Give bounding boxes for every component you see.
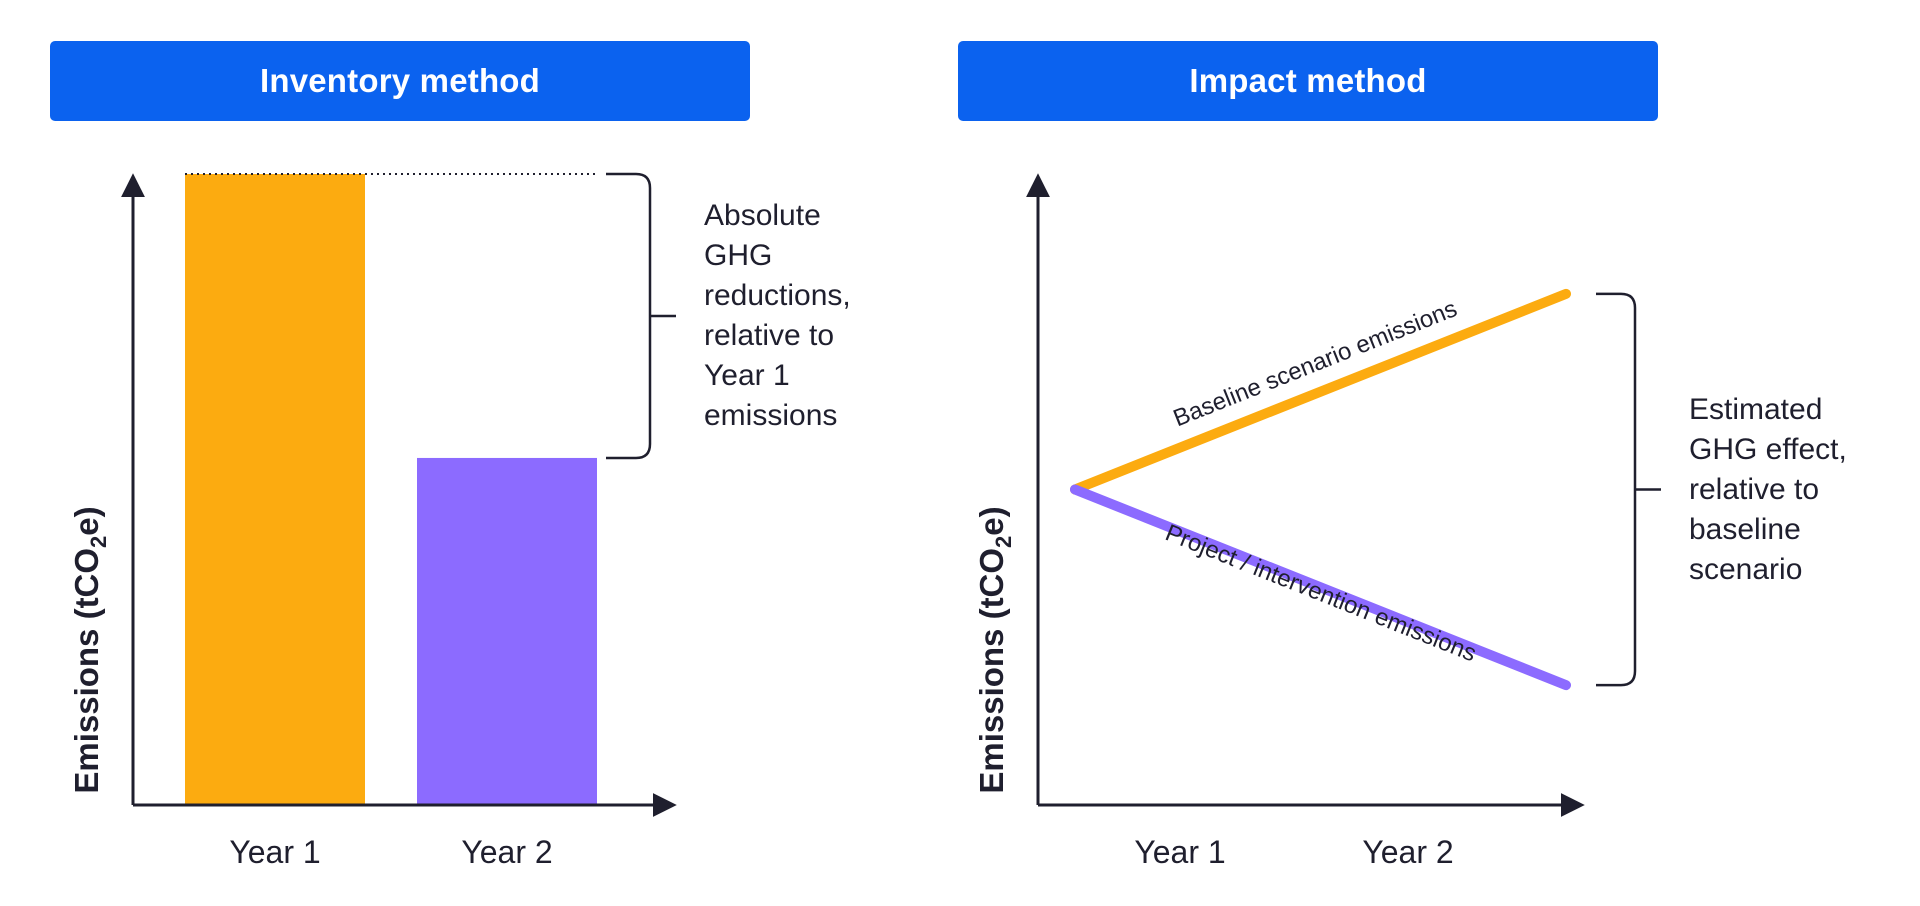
x-tick-year-2: Year 2 bbox=[461, 834, 552, 870]
inventory-y-axis-label: Emissions (tCO2e) bbox=[68, 506, 111, 793]
x-tick-year-1: Year 1 bbox=[229, 834, 320, 870]
effect-bracket bbox=[1596, 292, 1661, 687]
x-tick-year-1: Year 1 bbox=[1134, 834, 1225, 870]
bar-year-2 bbox=[417, 457, 597, 804]
ylabel-sub: 2 bbox=[991, 536, 1016, 548]
impact-chart: Baseline scenario emissions Project / in… bbox=[973, 173, 1661, 870]
ylabel-post: e) bbox=[973, 506, 1010, 535]
impact-annotation: Estimated GHG effect, relative to baseli… bbox=[1689, 393, 1847, 586]
inventory-annotation: Absolute GHG reductions, relative to Yea… bbox=[704, 199, 851, 432]
baseline-scenario-line bbox=[1070, 288, 1571, 495]
bar-year-1 bbox=[185, 174, 365, 804]
baseline-series-label: Baseline scenario emissions bbox=[1170, 295, 1461, 432]
ylabel-pre: Emissions (tCO bbox=[973, 548, 1010, 794]
x-tick-year-2: Year 2 bbox=[1362, 834, 1453, 870]
project-series-label: Project / intervention emissions bbox=[1161, 519, 1480, 667]
project-intervention-line bbox=[1070, 484, 1571, 691]
ylabel-post: e) bbox=[68, 506, 105, 535]
inventory-chart: Year 1 Year 2 Emissions (tCO2e) bbox=[68, 172, 677, 870]
impact-method-header: Impact method bbox=[958, 41, 1658, 121]
ylabel-pre: Emissions (tCO bbox=[68, 548, 105, 794]
ylabel-sub: 2 bbox=[86, 536, 111, 548]
inventory-method-header: Inventory method bbox=[50, 41, 750, 121]
reduction-bracket bbox=[606, 172, 676, 460]
impact-y-axis-label: Emissions (tCO2e) bbox=[973, 506, 1016, 793]
